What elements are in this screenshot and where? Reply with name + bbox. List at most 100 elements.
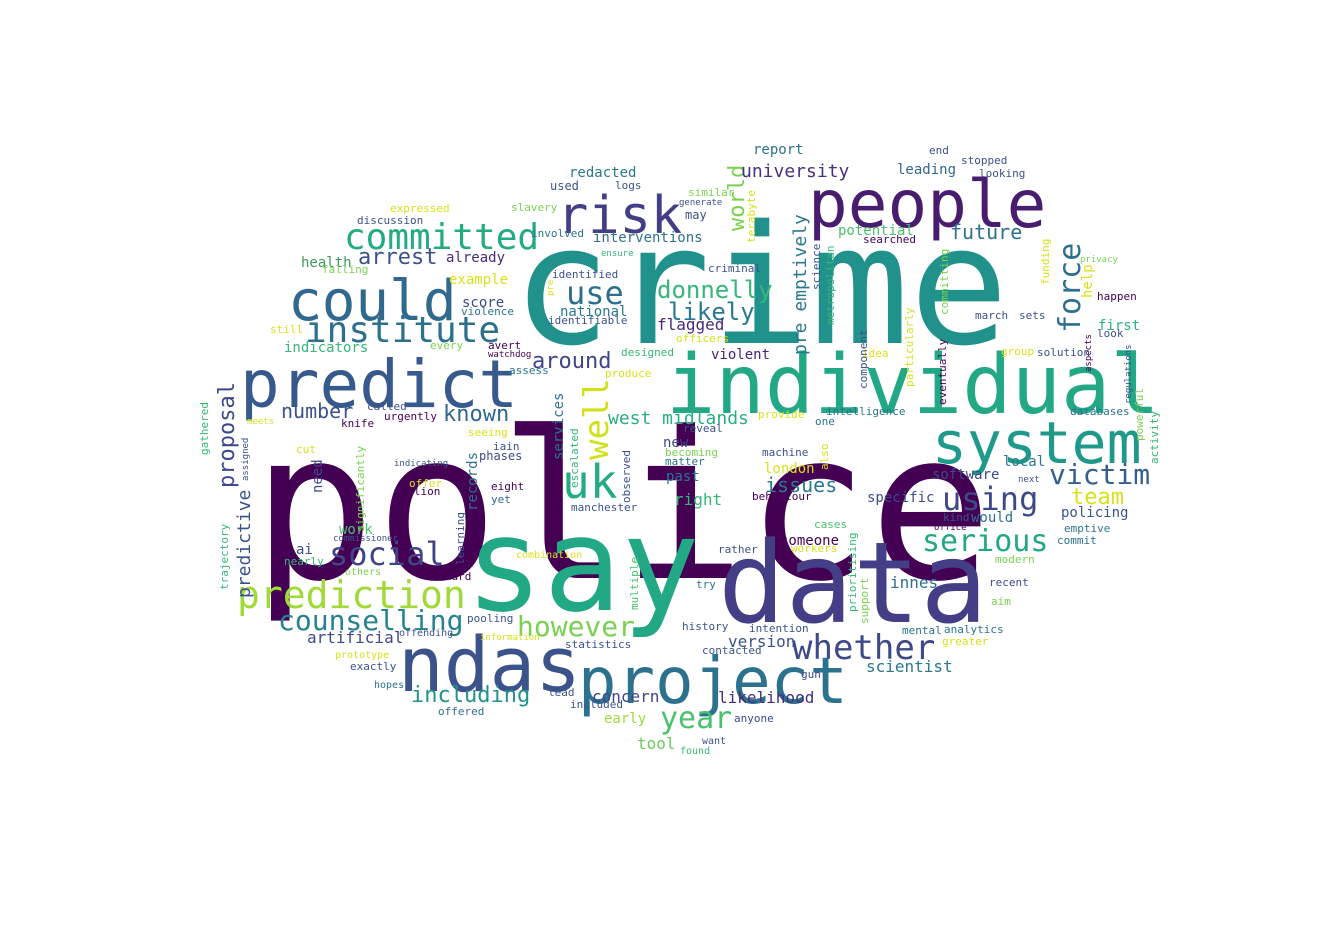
cloud-word: arrest (358, 245, 437, 270)
cloud-word: someone (780, 533, 839, 549)
cloud-word: emptive (1064, 522, 1110, 535)
cloud-word: science (810, 244, 823, 290)
cloud-word: aspects (1084, 334, 1094, 372)
cloud-word: lead (548, 686, 575, 699)
cloud-word: version (728, 632, 795, 651)
cloud-word: assess (509, 364, 549, 377)
cloud-word: past (666, 469, 700, 485)
cloud-word: likely (668, 298, 755, 326)
cloud-word: criminal (708, 262, 761, 275)
cloud-word: included (570, 698, 623, 711)
cloud-word: flagged (657, 315, 724, 334)
cloud-word: pre emptively (790, 214, 811, 355)
cloud-word: urgently (384, 410, 437, 423)
cloud-word: crime (512, 190, 1009, 382)
cloud-word: regulations (1124, 344, 1134, 404)
cloud-word: office (934, 523, 967, 533)
cloud-word: identified (552, 268, 618, 281)
cloud-word: support (858, 578, 871, 624)
cloud-word: pre (546, 280, 556, 296)
cloud-word: new (663, 435, 689, 451)
cloud-word: behaviour (752, 490, 812, 503)
cloud-word: potential (838, 223, 914, 239)
cloud-word: richard (425, 570, 471, 583)
cloud-word: becoming (665, 446, 718, 459)
cloud-word: mental (902, 624, 942, 637)
cloud-word: privacy (1080, 255, 1119, 265)
cloud-word: offered (438, 705, 484, 718)
cloud-word: victim (1049, 458, 1150, 491)
cloud-word: system (932, 409, 1142, 477)
cloud-word: still (270, 323, 303, 336)
cloud-word: use (566, 274, 624, 312)
cloud-word: multiple (628, 557, 641, 610)
cloud-word: next (1018, 475, 1040, 485)
cloud-word: commit (1057, 534, 1097, 547)
cloud-word: ai (296, 542, 313, 558)
cloud-word: innes (890, 573, 938, 592)
cloud-word: already (446, 250, 505, 266)
cloud-word: concern (592, 687, 659, 706)
cloud-word: uk (562, 455, 617, 509)
cloud-word: west midlands (608, 408, 749, 429)
cloud-word: report (753, 142, 804, 158)
cloud-word: produce (605, 367, 651, 380)
cloud-word: redacted (569, 165, 636, 181)
cloud-word: intelligence (826, 405, 905, 418)
cloud-word: one (815, 415, 835, 428)
cloud-word: logs (615, 179, 642, 192)
cloud-word: workers (791, 542, 837, 555)
cloud-word: intention (749, 622, 809, 635)
cloud-word: happen (1097, 290, 1137, 303)
cloud-word: sets (1019, 309, 1046, 322)
cloud-word: local (1003, 454, 1045, 470)
cloud-word: stopped (961, 154, 1007, 167)
cloud-word: specific (867, 490, 934, 506)
cloud-word: particularly (903, 307, 916, 387)
cloud-word: learning (454, 512, 467, 565)
cloud-word: called (367, 400, 407, 413)
cloud-word: combination (516, 550, 582, 561)
cloud-word: recent (989, 576, 1029, 589)
cloud-word: year (660, 701, 732, 736)
cloud-word: around (532, 349, 611, 374)
cloud-word: predictive (234, 490, 255, 598)
cloud-word: aim (991, 595, 1011, 608)
cloud-word: try (696, 578, 716, 591)
cloud-word: observed (620, 450, 633, 503)
cloud-word: designed (621, 346, 674, 359)
cloud-word: falling (322, 263, 368, 276)
cloud-word: well (577, 378, 617, 460)
cloud-word: terabyte (745, 190, 758, 243)
cloud-word: machine (762, 446, 808, 459)
cloud-word: similar (688, 186, 735, 199)
cloud-word: avert (488, 339, 521, 352)
cloud-word: pooling (467, 612, 513, 625)
cloud-word: help (1080, 264, 1096, 298)
cloud-word: group (1001, 345, 1034, 358)
cloud-word: need (310, 459, 326, 493)
cloud-word: counselling (278, 604, 463, 637)
cloud-word: watchdog (488, 350, 531, 360)
cloud-word: analytics (944, 623, 1004, 636)
cloud-word: seeing (468, 426, 508, 439)
cloud-word: others (345, 567, 381, 578)
cloud-word: example (449, 272, 508, 288)
cloud-word: likelihood (718, 688, 814, 707)
cloud-word: predict (240, 346, 518, 423)
cloud-word: committed (344, 217, 539, 258)
cloud-word: first (1098, 318, 1140, 334)
cloud-word: commissioner (333, 534, 399, 544)
cloud-word: force (1053, 243, 1088, 333)
cloud-word: individual (666, 338, 1160, 433)
cloud-word: policing (1061, 505, 1128, 521)
cloud-word: ensure (601, 249, 634, 259)
cloud-word: hopes (374, 680, 404, 691)
cloud-word: kind (943, 511, 970, 524)
cloud-word: generate (679, 198, 722, 208)
cloud-word: powerful (1133, 388, 1146, 441)
cloud-word: involved (531, 227, 584, 240)
cloud-word: used (550, 179, 579, 193)
cloud-word: anyone (734, 712, 774, 725)
cloud-word: discussion (357, 214, 423, 227)
